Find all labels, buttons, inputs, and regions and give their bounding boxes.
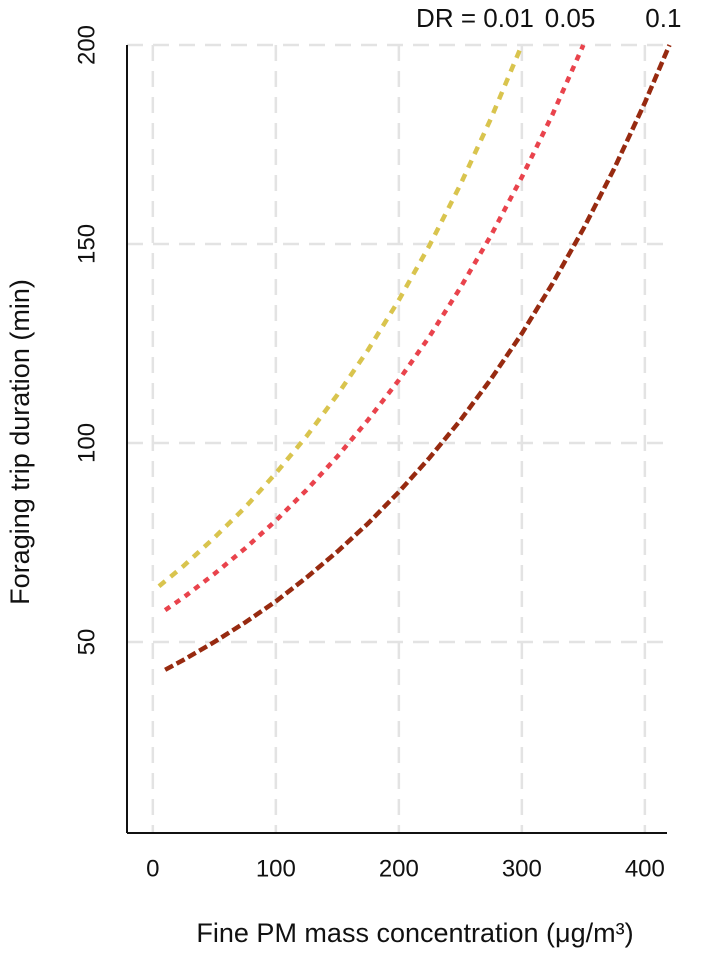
line [163,44,586,612]
line [164,44,672,672]
x-axis-title: Fine PM mass concentration (μg/m³) [196,918,633,948]
y-tick-label: 100 [73,423,100,463]
x-tick-label: 400 [625,855,665,882]
x-tick-label: 0 [146,855,159,882]
x-tick-label: 300 [502,855,542,882]
series-label: 0.05 [545,3,596,33]
x-tick-label: 100 [256,855,296,882]
line [157,44,524,588]
y-tick-label: 50 [73,629,100,656]
y-tick-label: 200 [73,25,100,65]
y-tick-label: 150 [73,224,100,264]
y-axis-title: Foraging trip duration (min) [5,279,35,605]
series-label: DR = 0.01 [416,3,534,33]
x-tick-label: 200 [379,855,419,882]
series-label: 0.1 [645,3,681,33]
